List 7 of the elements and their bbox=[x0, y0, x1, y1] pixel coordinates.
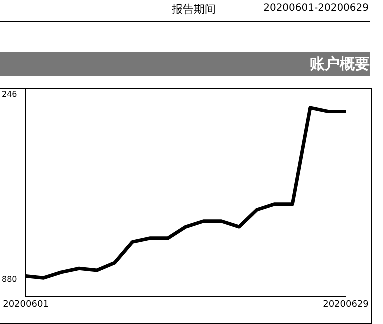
x-tick-label: 20200629 bbox=[323, 300, 370, 310]
chart-title: 账户概要 bbox=[0, 52, 370, 76]
text: 246 bbox=[2, 90, 18, 100]
x-tick-label: 20200601 bbox=[3, 300, 49, 310]
text: 880 bbox=[2, 275, 18, 284]
text: 20200601-20200629 bbox=[264, 3, 369, 14]
text: 报告期间 bbox=[172, 2, 216, 17]
